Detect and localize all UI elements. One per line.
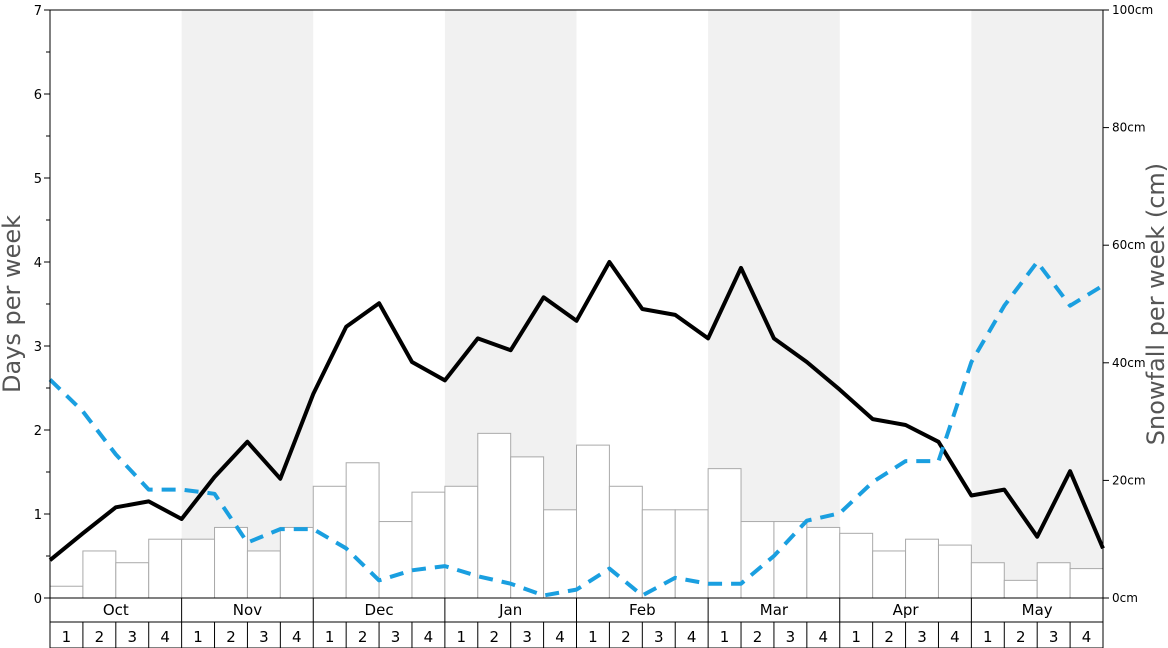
day-lines bbox=[48, 260, 1105, 598]
week-label: 1 bbox=[588, 628, 598, 646]
snowfall-bar bbox=[214, 526, 248, 599]
week-label: 1 bbox=[851, 628, 861, 646]
snowfall-bar bbox=[510, 456, 545, 599]
week-label: 4 bbox=[292, 628, 302, 646]
week-label: 3 bbox=[786, 628, 796, 646]
week-label: 4 bbox=[819, 628, 829, 646]
snowfall-bar bbox=[1069, 568, 1104, 599]
week-label: 4 bbox=[160, 628, 170, 646]
week-label: 4 bbox=[424, 628, 434, 646]
snowfall-bar bbox=[905, 538, 939, 599]
left-tick-label: 0 bbox=[34, 592, 42, 607]
snowfall-bar bbox=[543, 509, 577, 599]
left-tick-label: 5 bbox=[34, 172, 42, 187]
snowfall-bar bbox=[576, 444, 610, 599]
week-label: 4 bbox=[555, 628, 565, 646]
snowfall-bar bbox=[312, 485, 347, 599]
week-label: 3 bbox=[259, 628, 269, 646]
week-label: 1 bbox=[193, 628, 203, 646]
week-label: 4 bbox=[1082, 628, 1092, 646]
week-label: 1 bbox=[457, 628, 467, 646]
right-axis: 0cm 20cm 40cm 60cm 80cm 100cm bbox=[1103, 3, 1153, 605]
snowfall-bar bbox=[82, 550, 117, 599]
month-label: Oct bbox=[103, 601, 129, 619]
month-label: Mar bbox=[760, 601, 789, 619]
left-axis-title: Days per week bbox=[0, 215, 26, 393]
left-axis: 0 1 2 3 4 5 6 7 bbox=[34, 4, 50, 607]
week-label: 2 bbox=[1016, 628, 1026, 646]
month-label: Apr bbox=[893, 601, 920, 619]
snowfall-bar bbox=[872, 550, 907, 599]
snowfall-bar bbox=[477, 432, 512, 599]
snowfall-bar bbox=[1003, 579, 1038, 599]
week-label: 3 bbox=[654, 628, 664, 646]
month-label: Dec bbox=[365, 601, 394, 619]
snowfall-bar bbox=[181, 538, 216, 599]
week-label: 2 bbox=[226, 628, 236, 646]
snowfall-bar bbox=[608, 485, 643, 599]
month-label: May bbox=[1022, 601, 1053, 619]
week-label: 3 bbox=[127, 628, 137, 646]
week-label: 3 bbox=[522, 628, 532, 646]
left-tick-label: 6 bbox=[34, 88, 42, 103]
month-label: Jan bbox=[498, 601, 522, 619]
week-label: 2 bbox=[95, 628, 105, 646]
week-row: 1 2 3 4 1 2 3 4 1 2 3 4 1 2 3 4 1 2 3 4 1 2 3 4 1 2 3 4 1 2 3 4 bbox=[49, 621, 1104, 648]
week-label: 1 bbox=[983, 628, 993, 646]
snowfall-bar bbox=[970, 562, 1005, 599]
snowfall-bar bbox=[279, 526, 314, 599]
snowfall-bar bbox=[115, 562, 150, 599]
week-label: 2 bbox=[621, 628, 631, 646]
right-tick-label: 80cm bbox=[1112, 121, 1146, 135]
snowfall-bar bbox=[806, 526, 841, 599]
left-tick-label: 3 bbox=[34, 340, 42, 355]
solid-series-line bbox=[48, 260, 1105, 562]
snowfall-bar bbox=[246, 550, 281, 599]
month-label: Nov bbox=[233, 601, 262, 619]
right-tick-label: 20cm bbox=[1112, 473, 1146, 487]
week-label: 1 bbox=[720, 628, 730, 646]
left-tick-label: 2 bbox=[34, 424, 42, 439]
left-tick-label: 7 bbox=[34, 4, 42, 19]
snowfall-bar bbox=[773, 521, 808, 599]
month-shade-may bbox=[971, 10, 1103, 598]
snowfall-bar bbox=[839, 532, 874, 599]
week-label: 3 bbox=[391, 628, 401, 646]
snowfall-bar bbox=[937, 544, 972, 599]
week-label: 2 bbox=[358, 628, 368, 646]
left-tick-label: 4 bbox=[34, 256, 42, 271]
snowfall-bar bbox=[49, 585, 84, 599]
right-tick-label: 60cm bbox=[1112, 238, 1146, 252]
week-label: 1 bbox=[325, 628, 335, 646]
week-label: 2 bbox=[884, 628, 894, 646]
right-tick-label: 100cm bbox=[1112, 3, 1153, 17]
right-tick-label: 40cm bbox=[1112, 356, 1146, 370]
week-label: 3 bbox=[917, 628, 927, 646]
snowfall-bar bbox=[378, 521, 413, 599]
month-shade-nov bbox=[181, 10, 314, 598]
dashed-series-line bbox=[48, 260, 1105, 598]
month-label: Feb bbox=[629, 601, 656, 619]
right-axis-title: Snowfall per week (cm) bbox=[1142, 163, 1168, 445]
left-tick-label: 1 bbox=[34, 508, 42, 523]
snowfall-bar bbox=[674, 509, 709, 599]
week-label: 2 bbox=[753, 628, 763, 646]
snowfall-bar bbox=[148, 538, 183, 599]
snowfall-bar bbox=[1036, 562, 1071, 599]
week-label: 4 bbox=[687, 628, 697, 646]
right-tick-label: 0cm bbox=[1112, 591, 1138, 605]
week-label: 4 bbox=[950, 628, 960, 646]
month-row: Oct Nov Dec Jan Feb Mar Apr May bbox=[49, 597, 1104, 623]
snowfall-bar bbox=[444, 485, 479, 599]
snowfall-bar bbox=[707, 468, 742, 599]
week-label: 2 bbox=[489, 628, 499, 646]
snowfall-bar bbox=[411, 491, 446, 599]
week-label: 3 bbox=[1049, 628, 1059, 646]
week-label: 1 bbox=[62, 628, 72, 646]
snowfall-bar bbox=[641, 509, 676, 599]
